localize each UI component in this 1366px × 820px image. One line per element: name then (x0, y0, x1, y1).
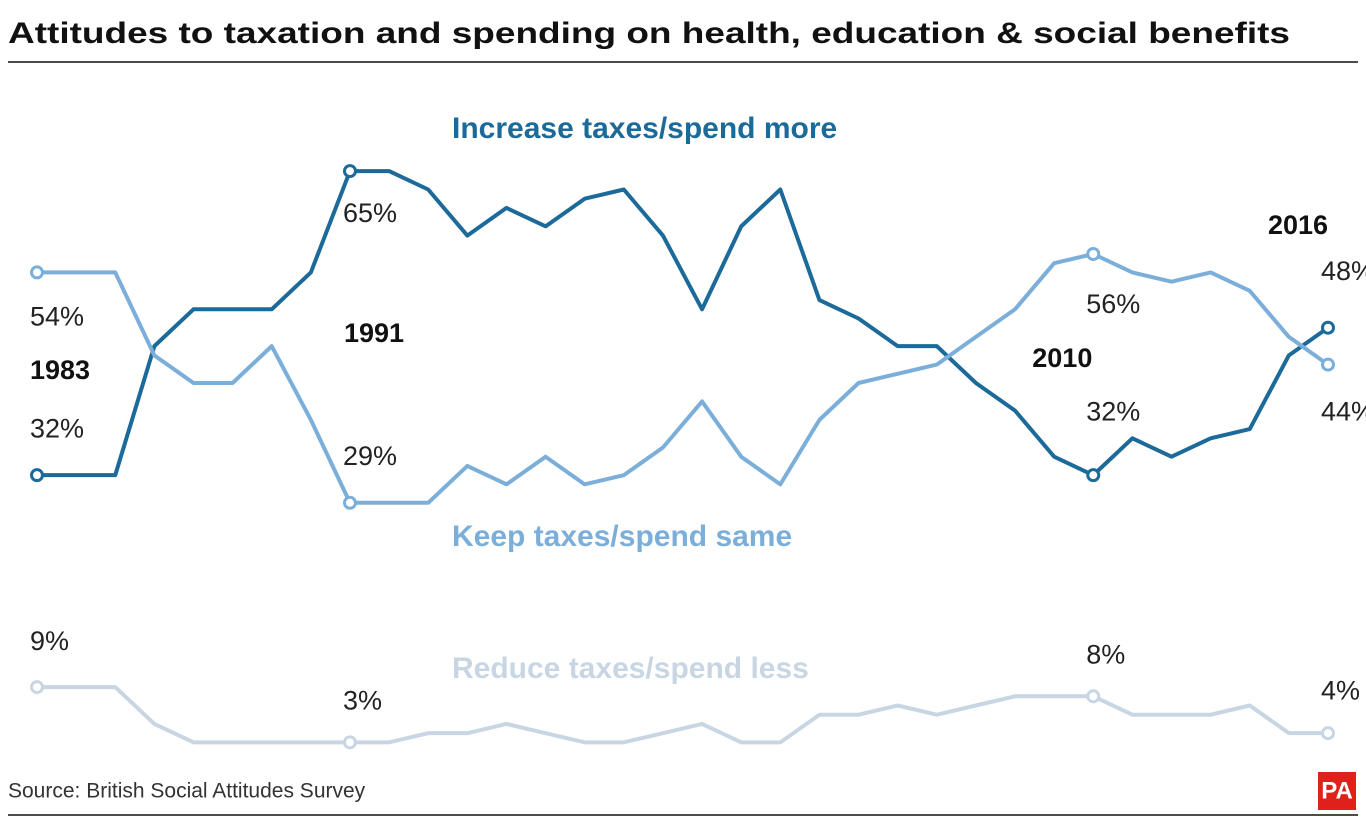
logo-box (1318, 772, 1356, 810)
point-marker (1321, 726, 1335, 741)
point-marker (1086, 689, 1101, 704)
point-marker (30, 680, 44, 695)
value-label: 4% (1321, 675, 1360, 705)
point-marker (342, 495, 357, 510)
series-line (37, 169, 1330, 478)
point-marker (1086, 247, 1101, 261)
year-label: 2010 (1032, 343, 1092, 373)
point-marker (342, 164, 357, 179)
value-label: 9% (30, 626, 69, 656)
series-name: Reduce taxes/spend less (452, 652, 809, 685)
chart-title: Attitudes to taxation and spending on he… (8, 17, 1290, 50)
series-name: Keep taxes/spend same (452, 520, 792, 553)
point-marker (30, 468, 44, 483)
series-name: Increase taxes/spend more (452, 112, 837, 145)
series-line (37, 252, 1330, 505)
series-line (37, 685, 1328, 745)
value-label: 32% (1086, 396, 1140, 426)
value-label: 32% (30, 413, 84, 443)
value-label: 56% (1086, 289, 1140, 319)
value-label: 3% (343, 685, 382, 715)
point-marker (30, 265, 44, 280)
year-label: 1991 (344, 318, 404, 348)
source: Source: British Social Attitudes Survey (8, 780, 366, 803)
value-label: 44% (1321, 397, 1366, 427)
value-label: 54% (30, 302, 84, 332)
point-marker (1321, 320, 1335, 335)
point-marker (342, 735, 357, 750)
value-label: 48% (1321, 256, 1366, 286)
point-marker (1086, 468, 1101, 483)
point-marker (1321, 357, 1335, 372)
value-label: 8% (1086, 639, 1125, 669)
logo: PA (1321, 777, 1353, 804)
year-label: 2016 (1268, 210, 1328, 240)
value-label: 65% (343, 198, 397, 228)
value-label: 29% (343, 441, 397, 471)
year-label: 1983 (30, 355, 90, 385)
